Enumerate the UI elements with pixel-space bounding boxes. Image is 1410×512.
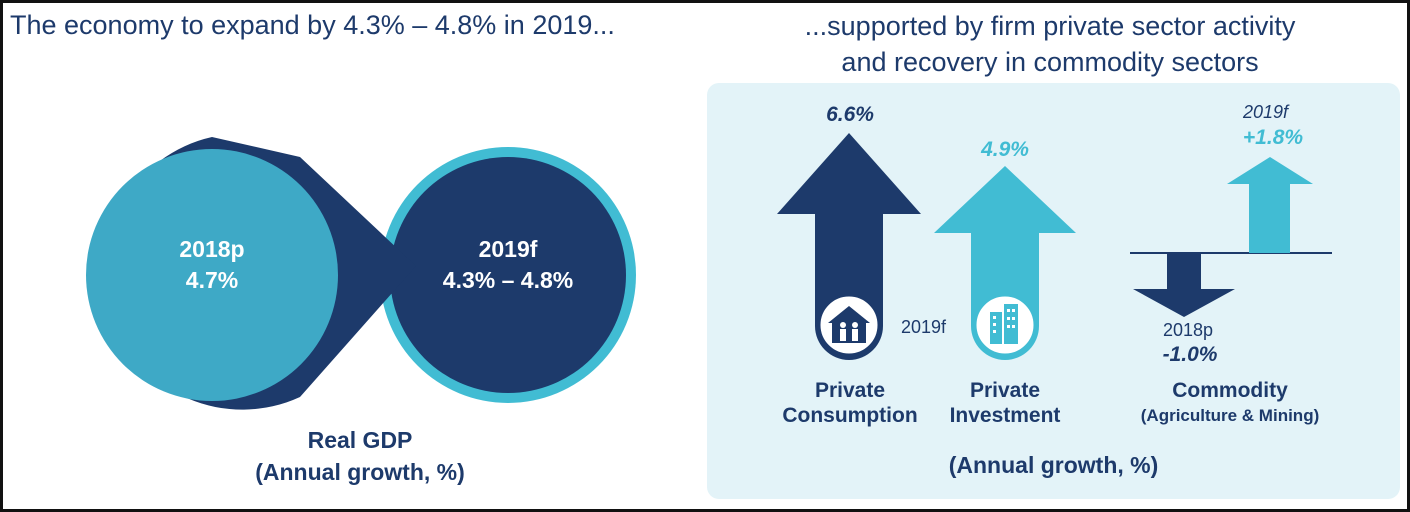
label-commodity-line1: Commodity: [1172, 379, 1288, 402]
commodity-2019-arrow: [1227, 157, 1313, 253]
commodity-2019-value: +1.8%: [1242, 126, 1304, 149]
label-consumption-line2: Consumption: [782, 404, 918, 427]
label-consumption-line1: Private: [814, 379, 886, 402]
gdp-2018-label: 2018p: [179, 236, 244, 262]
consumption-value: 6.6%: [826, 103, 874, 126]
gdp-2018-circle: [86, 149, 338, 401]
panel-caption: (Annual growth, %): [948, 452, 1159, 478]
right-title: ...supported by firm private sector acti…: [705, 8, 1395, 80]
gdp-caption-line1: Real GDP: [307, 427, 413, 453]
label-investment-line1: Private: [969, 379, 1041, 402]
label-commodity-line2: (Agriculture & Mining): [1140, 406, 1320, 425]
gdp-2019-value: 4.3% – 4.8%: [443, 267, 573, 293]
investment-value: 4.9%: [981, 138, 1029, 161]
commodity-2019-year: 2019f: [1243, 102, 1289, 122]
gdp-2018-value: 4.7%: [186, 267, 238, 293]
commodity-2018-value: -1.0%: [1162, 343, 1218, 366]
label-private-investment: Private Investment: [935, 378, 1075, 428]
commodity-2018-year: 2018p: [1163, 320, 1214, 340]
label-commodity: Commodity (Agriculture & Mining): [1120, 378, 1340, 428]
right-title-line1: ...supported by firm private sector acti…: [804, 11, 1296, 41]
consumption-arrow: [777, 133, 921, 360]
house-family-icon: [828, 306, 870, 343]
gdp-2019-label: 2019f: [479, 236, 538, 262]
year-note-2019: 2019f: [901, 317, 947, 337]
gdp-caption-line2: (Annual growth, %): [255, 459, 465, 485]
building-icon: [990, 304, 1018, 344]
gdp-caption: Real GDP (Annual growth, %): [220, 424, 500, 488]
label-private-consumption: Private Consumption: [770, 378, 930, 428]
right-title-line2: and recovery in commodity sectors: [841, 47, 1259, 77]
left-title: The economy to expand by 4.3% – 4.8% in …: [10, 10, 615, 40]
commodity-2018-arrow: [1133, 253, 1235, 317]
gdp-2019-circle: [390, 157, 626, 393]
label-investment-line2: Investment: [949, 404, 1061, 427]
investment-arrow: [934, 166, 1076, 360]
